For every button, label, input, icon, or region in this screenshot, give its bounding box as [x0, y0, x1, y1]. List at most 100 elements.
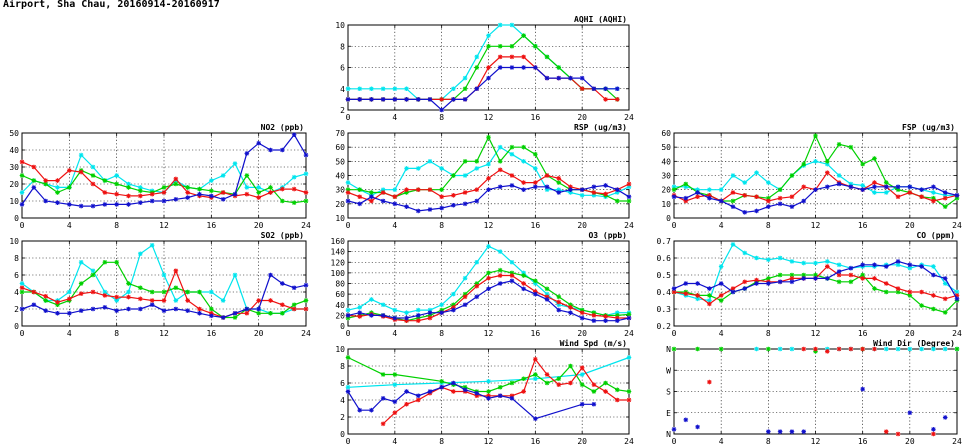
data-point: [138, 285, 143, 291]
data-point: [544, 173, 550, 178]
data-point: [556, 307, 562, 313]
data-point: [754, 281, 759, 286]
data-point: [197, 191, 202, 197]
x-tick-label: 12: [484, 437, 494, 446]
data-point: [497, 184, 503, 190]
x-tick-label: 12: [159, 221, 169, 230]
data-point: [626, 198, 632, 204]
data-point: [509, 259, 515, 265]
data-point: [766, 346, 771, 352]
x-tick-label: 12: [484, 113, 494, 122]
data-point: [813, 346, 818, 352]
data-point: [369, 86, 374, 92]
data-point: [474, 393, 480, 399]
data-point: [161, 289, 167, 295]
data-point: [486, 33, 491, 38]
data-point: [836, 142, 842, 147]
data-point: [872, 184, 877, 190]
data-point: [404, 187, 409, 192]
data-point: [303, 198, 309, 204]
y-tick-label: N: [666, 430, 671, 439]
x-tick-label: 20: [577, 437, 587, 446]
x-tick-label: 16: [207, 221, 217, 230]
data-point: [19, 306, 25, 312]
data-point: [509, 144, 515, 150]
data-point: [895, 194, 901, 200]
y-tick-label: E: [666, 409, 671, 418]
data-point: [197, 186, 202, 192]
chart-fsp: 0 10 20 30 40 50 60 0 4 8 12 16 20 24 FSP (ug/m3): [661, 123, 962, 230]
data-point: [579, 86, 585, 92]
data-point: [742, 180, 748, 185]
data-point: [671, 289, 677, 295]
data-point: [942, 346, 948, 352]
data-point: [942, 310, 948, 315]
data-point: [67, 310, 72, 316]
x-tick-label: 8: [114, 329, 119, 338]
data-point: [860, 386, 865, 392]
data-point: [357, 305, 363, 310]
data-point: [256, 298, 261, 303]
x-tick-label: 0: [20, 329, 25, 338]
data-point: [509, 380, 515, 386]
data-point: [404, 315, 409, 321]
data-point: [533, 356, 538, 362]
x-tick-label: 16: [858, 329, 868, 338]
x-tick-label: 4: [719, 437, 724, 446]
data-point: [280, 302, 285, 308]
data-point: [603, 183, 608, 188]
data-point: [836, 181, 842, 187]
data-point: [591, 401, 597, 407]
data-point: [836, 272, 842, 278]
data-point: [357, 407, 363, 413]
data-point: [19, 289, 25, 295]
data-point: [303, 298, 309, 303]
data-point: [907, 262, 913, 268]
data-point: [942, 193, 948, 198]
data-point: [579, 187, 585, 192]
data-point: [603, 314, 608, 319]
y-tick-label: 0.2: [657, 322, 672, 331]
data-point: [556, 176, 562, 181]
data-point: [345, 355, 351, 360]
data-point: [369, 407, 374, 413]
data-point: [931, 264, 936, 269]
y-tick-label: 4: [340, 396, 345, 405]
data-point: [138, 306, 143, 312]
data-point: [126, 306, 131, 312]
data-point: [568, 75, 573, 81]
data-point: [102, 293, 108, 298]
data-point: [256, 306, 261, 312]
data-point: [568, 190, 573, 195]
data-point: [579, 75, 585, 81]
data-point: [486, 270, 491, 276]
data-point: [497, 159, 503, 164]
data-point: [427, 207, 433, 212]
data-point: [439, 302, 444, 308]
data-point: [462, 201, 468, 207]
data-point: [626, 389, 632, 394]
data-point: [404, 401, 409, 407]
data-point: [345, 389, 351, 394]
data-point: [380, 421, 386, 427]
data-point: [291, 302, 297, 308]
data-point: [766, 195, 771, 201]
x-tick-label: 12: [811, 221, 821, 230]
y-tick-label: 60: [661, 129, 671, 138]
data-point: [439, 187, 444, 192]
data-point: [907, 265, 913, 271]
data-point: [895, 187, 901, 192]
data-point: [43, 298, 48, 303]
data-point: [43, 308, 48, 313]
data-point: [462, 97, 468, 102]
data-point: [268, 272, 273, 278]
data-point: [931, 346, 936, 352]
data-point: [149, 298, 155, 303]
y-tick-label: 60: [335, 143, 345, 152]
data-point: [357, 314, 363, 319]
x-tick-label: 20: [577, 221, 587, 230]
data-point: [185, 289, 190, 295]
x-tick-label: 20: [905, 221, 915, 230]
data-point: [591, 86, 597, 92]
data-point: [474, 54, 480, 60]
